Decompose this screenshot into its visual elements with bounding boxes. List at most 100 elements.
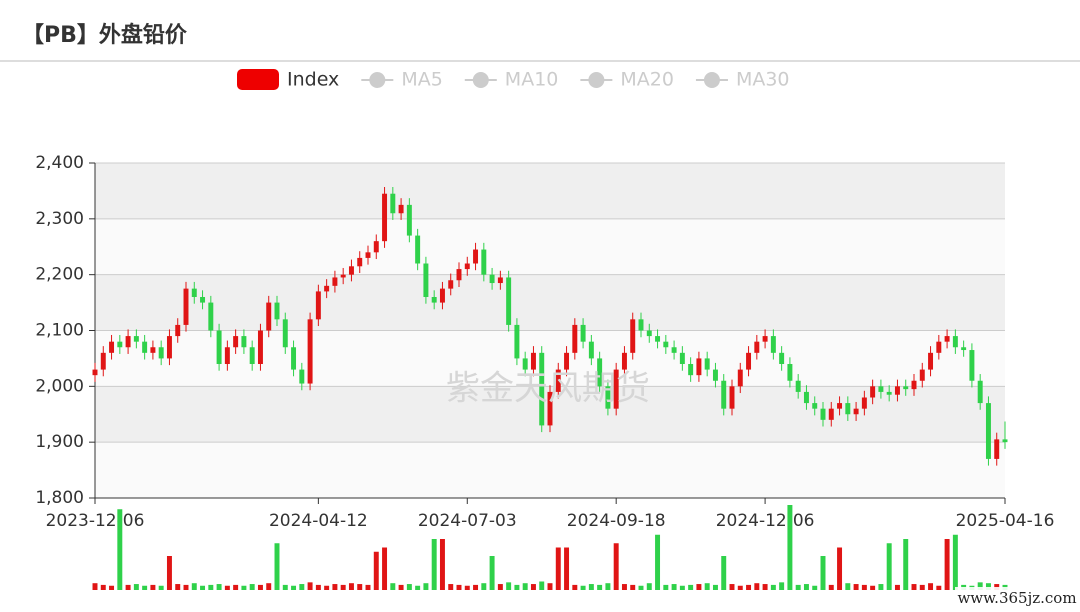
volume-bar [183, 584, 189, 590]
volume-bar [200, 585, 206, 590]
candle-body [861, 397, 867, 409]
volume-bar [497, 584, 503, 590]
volume-bar [357, 584, 363, 590]
candle-body [249, 347, 255, 364]
candle-body [514, 324, 520, 359]
candle-body [481, 249, 487, 275]
candle-body [539, 352, 545, 426]
candle-body [837, 403, 843, 409]
candle-body [663, 341, 669, 348]
volume-bar [928, 583, 934, 590]
volume-bar [530, 584, 536, 590]
volume-bar [795, 584, 801, 590]
volume-bar [845, 583, 851, 590]
volume-bar [572, 584, 578, 590]
candle-body [398, 204, 404, 214]
volume-bar [142, 585, 148, 590]
volume-bar [406, 584, 412, 590]
volume-bar [291, 585, 297, 590]
volume-bar [282, 584, 288, 590]
volume-bar [175, 584, 181, 590]
volume-bar [861, 584, 867, 590]
candle-body [597, 358, 603, 387]
candle-body [200, 297, 206, 303]
candle-body [721, 380, 727, 409]
volume-bar [646, 583, 652, 590]
candle-body [1002, 439, 1008, 443]
volume-bar [820, 556, 826, 590]
split-area [95, 274, 1005, 331]
candle-body [117, 341, 123, 348]
candle-body [903, 386, 909, 390]
candle-body [175, 324, 181, 337]
volume-bar [803, 584, 809, 590]
x-tick-label: 2024-12-06 [716, 511, 815, 531]
legend-label: MA30 [736, 69, 790, 91]
candle-body [729, 386, 735, 409]
split-area [95, 218, 1005, 275]
volume-bar [208, 584, 214, 590]
candle-body [853, 408, 859, 415]
candle-body [158, 347, 164, 359]
candle-body [456, 269, 462, 281]
candle-body [274, 302, 280, 320]
x-tick-label: 2023-12-06 [46, 511, 145, 531]
volume-bar [886, 543, 892, 590]
candle-body [820, 408, 826, 420]
candle-body [464, 263, 470, 270]
volume-bar [688, 584, 694, 590]
candle-body [332, 277, 338, 286]
candle-body [630, 319, 636, 353]
volume-bar [390, 583, 396, 590]
volume-bar [398, 584, 404, 590]
watermark: 紫金天风期货 [446, 369, 650, 409]
volume-bar [903, 539, 909, 590]
candle-body [166, 336, 172, 359]
volume-bar [266, 583, 272, 590]
candle-body [845, 403, 851, 415]
candle-body [241, 336, 247, 348]
volume-bar [522, 583, 528, 590]
candle-body [770, 336, 776, 353]
candle-body [365, 252, 371, 258]
candle-body [423, 263, 429, 297]
volume-bar [944, 539, 950, 590]
volume-bar [224, 585, 230, 590]
site-watermark-box [955, 587, 1080, 610]
y-tick-label: 1,800 [35, 488, 84, 508]
candle-body [936, 341, 942, 353]
candle-body [415, 235, 421, 264]
y-tick-label: 2,300 [35, 209, 84, 229]
candle-body [497, 277, 503, 284]
candle-body [150, 347, 156, 353]
volume-bar [473, 584, 479, 590]
volume-bar [663, 584, 669, 590]
candle-body [803, 391, 809, 404]
volume-bar [770, 584, 776, 590]
candle-body [952, 336, 958, 348]
plot-area: 1,800 1,900 2,000 2,100 2,200 2,300 2,400 2023-… [35, 153, 1054, 590]
legend-swatch [237, 69, 279, 90]
split-area [95, 163, 1005, 219]
y-tick-label: 2,400 [35, 153, 84, 173]
candle-body [679, 352, 685, 364]
candle-body [646, 330, 652, 337]
volume-bar [481, 583, 487, 590]
volume-bar [456, 584, 462, 590]
volume-bar [729, 584, 735, 590]
candle-body [406, 204, 412, 236]
candle-body [762, 336, 768, 342]
candle-body [787, 364, 793, 381]
candle-body [886, 391, 892, 395]
volume-bar [539, 581, 545, 590]
candle-body [125, 336, 131, 348]
volume-bar [423, 583, 429, 590]
volume-bar [274, 543, 280, 590]
candle-body [828, 408, 834, 420]
volume-bar [365, 584, 371, 590]
candle-body [638, 319, 644, 331]
candle-body [919, 369, 925, 381]
volume-bar [952, 534, 958, 590]
candle-body [100, 352, 106, 370]
